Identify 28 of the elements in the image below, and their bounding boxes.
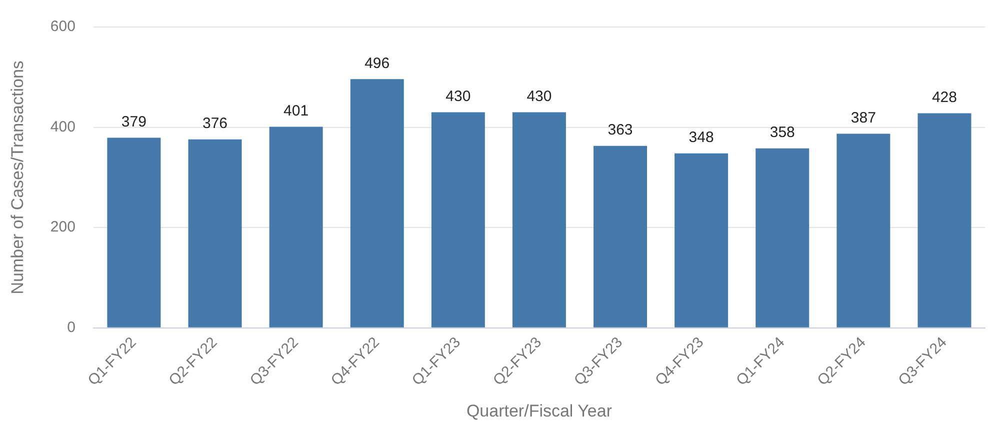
bar [269, 126, 323, 328]
y-tick-label: 600 [50, 18, 76, 36]
bar [674, 153, 728, 328]
bar [836, 134, 890, 328]
bar [918, 113, 972, 328]
bar [188, 139, 242, 328]
y-tick-label: 0 [67, 318, 76, 336]
data-label: 428 [932, 88, 957, 106]
data-label: 430 [446, 88, 471, 105]
bar [512, 112, 566, 328]
y-axis-title: Number of Cases/Transactions [8, 60, 27, 294]
bar [594, 146, 648, 328]
data-label: 387 [850, 109, 876, 126]
y-tick-label: 400 [50, 118, 76, 136]
x-axis-title: Quarter/Fiscal Year [466, 401, 612, 420]
data-label: 348 [688, 128, 714, 146]
bar [107, 138, 161, 328]
bar [431, 112, 485, 328]
data-label: 401 [284, 102, 309, 120]
data-label: 376 [202, 114, 228, 132]
data-label: 379 [121, 113, 146, 130]
y-tick-label: 200 [50, 218, 76, 236]
bar [350, 79, 404, 328]
data-label: 430 [526, 88, 552, 105]
data-label: 358 [770, 124, 795, 141]
data-label: 496 [364, 54, 390, 72]
bar [756, 148, 810, 328]
data-label: 363 [608, 121, 633, 138]
